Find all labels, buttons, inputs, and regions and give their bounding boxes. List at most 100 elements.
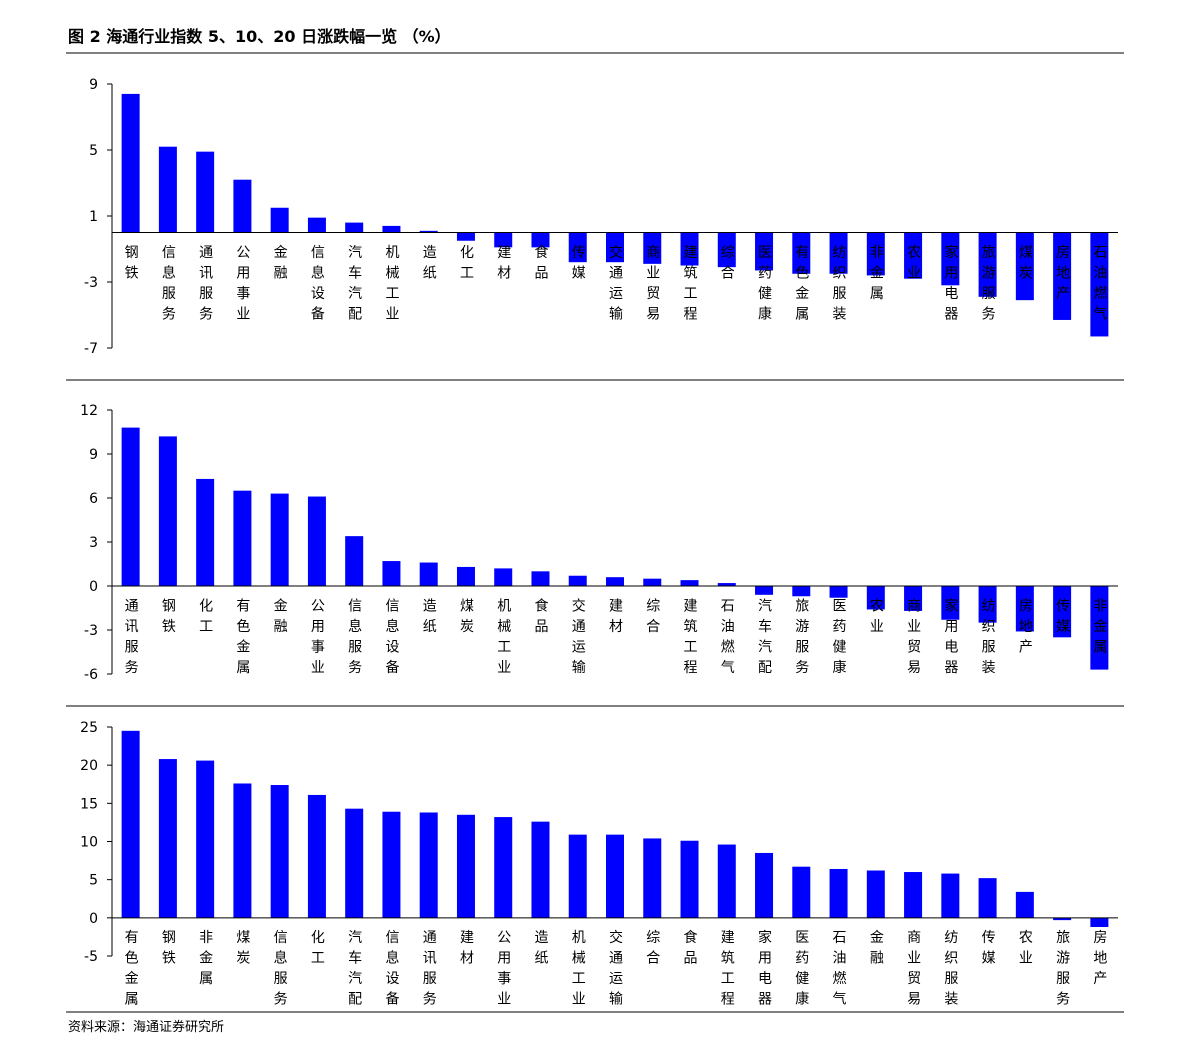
x-tick-label: 纺织服装 xyxy=(980,598,996,680)
x-tick-label: 公用事业 xyxy=(234,245,250,327)
bar xyxy=(1015,586,1034,632)
x-tick-label: 农业 xyxy=(905,245,921,286)
bar xyxy=(233,179,252,233)
bar xyxy=(755,232,774,271)
bar xyxy=(456,566,475,586)
x-tick-label: 房地产 xyxy=(1091,930,1107,992)
x-tick-label: 传媒 xyxy=(1054,598,1070,639)
x-tick-label: 造纸 xyxy=(421,245,437,286)
bar xyxy=(978,586,997,623)
bar xyxy=(531,232,550,248)
y-tick-label: 3 xyxy=(89,535,98,551)
bar xyxy=(978,232,997,297)
x-tick-label: 化工 xyxy=(458,245,474,286)
x-tick-label: 综合 xyxy=(644,598,660,639)
y-tick-label: 9 xyxy=(89,447,98,463)
x-tick-label: 金融 xyxy=(272,245,288,286)
y-tick-label: 20 xyxy=(80,758,98,774)
bar xyxy=(196,478,215,586)
y-tick-label: 12 xyxy=(80,403,98,419)
bar xyxy=(866,586,885,610)
bar xyxy=(382,225,401,233)
x-tick-label: 食品 xyxy=(532,244,548,286)
y-tick-label: 10 xyxy=(80,835,98,851)
bar xyxy=(270,207,289,233)
bar xyxy=(904,872,923,918)
x-tick-label: 商业贸易 xyxy=(905,930,921,1012)
bar xyxy=(456,814,475,918)
bar xyxy=(531,571,550,586)
bar xyxy=(345,808,364,918)
x-tick-label: 旅游服务 xyxy=(793,598,809,680)
x-tick-label: 机械工业 xyxy=(383,245,399,327)
y-tick-label: -3 xyxy=(84,275,98,291)
x-tick-label: 信息设备 xyxy=(383,930,399,1012)
bar xyxy=(829,868,848,918)
x-tick-label: 纺织服装 xyxy=(942,930,958,1012)
y-tick-label: -3 xyxy=(84,623,98,639)
x-tick-label: 交通运输 xyxy=(570,597,586,680)
x-tick-label: 建材 xyxy=(458,930,474,971)
bar xyxy=(196,760,215,918)
bar xyxy=(1090,586,1109,670)
x-tick-label: 家用电器 xyxy=(756,929,772,1012)
bar xyxy=(829,232,848,274)
bar xyxy=(1090,232,1109,337)
bar xyxy=(158,146,177,233)
bar xyxy=(717,232,736,268)
x-tick-label: 旅游服务 xyxy=(980,245,996,327)
bar xyxy=(494,232,513,248)
x-tick-label: 建筑工程 xyxy=(682,245,698,327)
bar xyxy=(382,561,401,586)
bar xyxy=(606,577,624,586)
x-tick-label: 汽车汽配 xyxy=(346,245,362,327)
bar xyxy=(904,232,923,279)
x-tick-label: 医药健康 xyxy=(756,245,772,327)
x-tick-label: 信息服务 xyxy=(160,245,176,327)
bar xyxy=(792,866,811,918)
bar xyxy=(419,230,438,233)
bar xyxy=(1053,586,1072,638)
bar xyxy=(307,217,326,233)
bar xyxy=(717,844,736,918)
x-tick-label: 金融 xyxy=(272,598,288,639)
x-tick-label: 商业贸易 xyxy=(905,598,921,680)
x-tick-label: 非金属 xyxy=(197,930,213,992)
bar xyxy=(643,578,662,586)
bar xyxy=(568,232,587,263)
bar xyxy=(866,232,885,276)
y-tick-label: 15 xyxy=(80,796,98,812)
x-tick-label: 金融 xyxy=(868,930,884,971)
x-tick-label: 交通运输 xyxy=(607,244,623,327)
y-tick-label: 1 xyxy=(89,209,98,225)
bar xyxy=(121,730,140,918)
x-tick-label: 钢铁 xyxy=(160,930,176,971)
bar xyxy=(1053,232,1072,320)
x-tick-label: 家用电器 xyxy=(942,597,958,680)
bar xyxy=(158,436,177,586)
bar xyxy=(717,583,736,586)
bar xyxy=(755,586,774,595)
bar xyxy=(1015,232,1034,301)
bar xyxy=(1015,891,1034,918)
bar xyxy=(196,151,215,233)
x-tick-label: 农业 xyxy=(1017,930,1033,971)
x-tick-label: 农业 xyxy=(868,598,884,639)
bar xyxy=(680,840,699,918)
y-tick-label: 9 xyxy=(89,77,98,93)
x-tick-label: 家用电器 xyxy=(942,244,958,327)
bar xyxy=(233,783,252,918)
y-tick-label: -5 xyxy=(84,949,98,965)
x-tick-label: 通讯服务 xyxy=(197,245,213,327)
x-tick-label: 建筑工程 xyxy=(682,598,698,680)
bar xyxy=(978,878,997,918)
bar xyxy=(382,811,401,918)
bar xyxy=(792,232,811,274)
bar xyxy=(568,834,587,918)
x-tick-label: 化工 xyxy=(309,930,325,971)
x-tick-label: 传媒 xyxy=(980,930,996,971)
bar xyxy=(233,490,252,586)
bar xyxy=(941,873,960,918)
x-tick-label: 交通运输 xyxy=(607,929,623,1012)
